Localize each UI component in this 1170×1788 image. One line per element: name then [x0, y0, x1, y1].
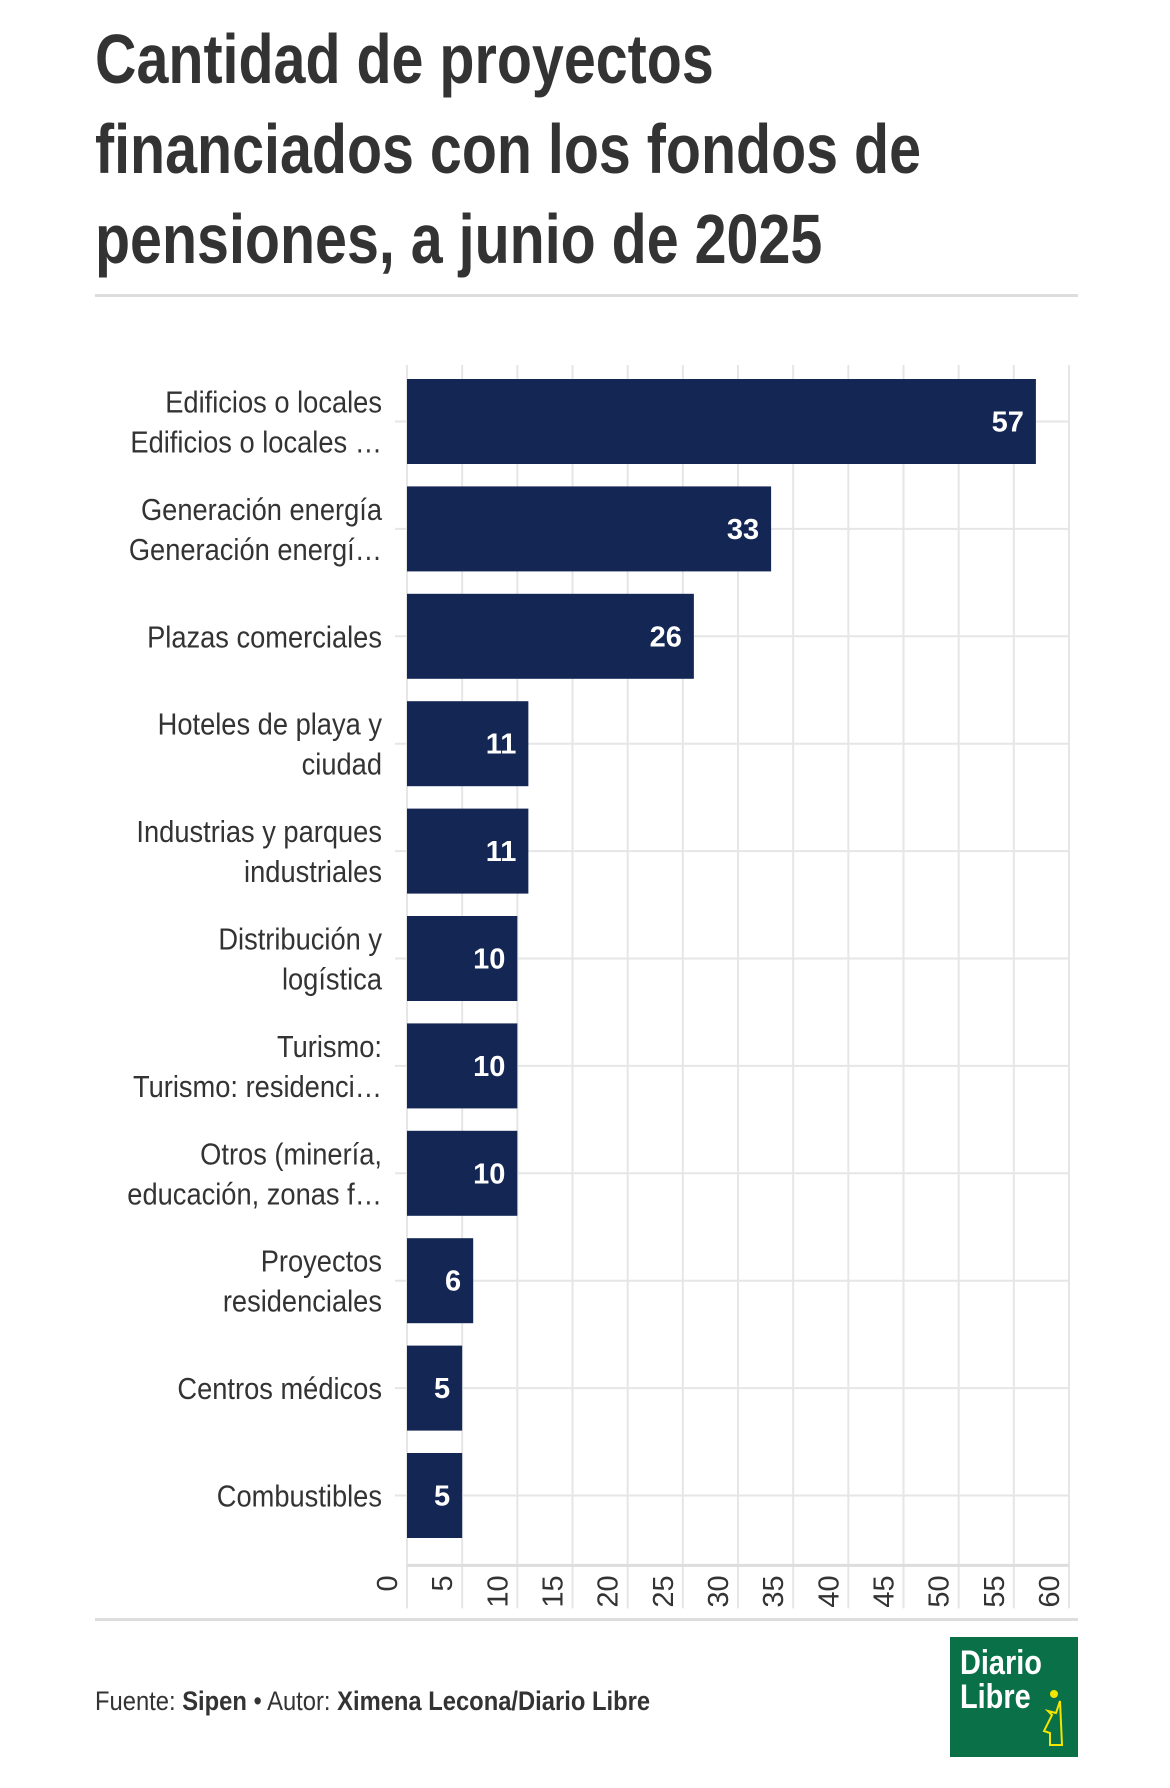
x-tick-label: 25 — [648, 1575, 680, 1607]
x-tick-label: 10 — [482, 1575, 514, 1607]
category-label: Plazas comerciales — [147, 621, 382, 655]
bar-value-label: 10 — [473, 944, 505, 976]
bar-value-label: 10 — [473, 1051, 505, 1083]
x-tick-label: 40 — [813, 1575, 845, 1607]
category-label: Hoteles de playa y — [158, 708, 383, 742]
bar — [407, 486, 772, 572]
x-tick-label: 20 — [593, 1575, 625, 1607]
bar-value-label: 5 — [434, 1481, 450, 1513]
bar-value-label: 11 — [486, 729, 517, 761]
bar — [407, 593, 694, 679]
category-label: Edificios o locales … — [130, 426, 382, 460]
bar-value-label: 5 — [434, 1373, 450, 1405]
footer: Fuente: Sipen • Autor: Ximena Lecona/Dia… — [95, 1686, 650, 1717]
category-label: Distribución y — [218, 923, 382, 957]
category-label: Turismo: residenci… — [133, 1070, 382, 1104]
category-label: industriales — [244, 856, 382, 890]
author: Ximena Lecona/Diario Libre — [337, 1686, 651, 1716]
bar — [407, 1130, 518, 1216]
logo-figure-icon — [1042, 1690, 1064, 1746]
bar-value-label: 33 — [727, 514, 759, 546]
logo-line2: Libre — [960, 1678, 1031, 1716]
source-label: Fuente: — [95, 1686, 176, 1716]
bar — [407, 1453, 463, 1538]
logo-line1: Diario — [960, 1644, 1042, 1682]
chart-title: Cantidad de proyectos financiados con lo… — [95, 20, 921, 278]
category-label: Proyectos — [261, 1245, 382, 1279]
category-label: Combustibles — [217, 1480, 382, 1514]
x-tick-label: 35 — [758, 1575, 790, 1607]
bar — [407, 379, 1036, 464]
x-tick-label: 50 — [924, 1575, 956, 1607]
category-label: Turismo: — [277, 1030, 382, 1064]
bar-value-label: 10 — [473, 1158, 505, 1190]
bar — [407, 1238, 474, 1324]
author-label: Autor: — [267, 1686, 331, 1716]
source: Sipen — [182, 1686, 247, 1716]
category-label: Otros (minería, — [200, 1138, 382, 1172]
separator: • — [253, 1686, 262, 1716]
x-tick-label: 30 — [703, 1575, 735, 1607]
title-divider — [95, 294, 1078, 297]
bar — [407, 916, 518, 1001]
bar — [407, 701, 529, 787]
bar-value-label: 57 — [992, 407, 1024, 439]
category-label: ciudad — [302, 748, 382, 782]
category-label: educación, zonas f… — [127, 1178, 382, 1212]
bar-value-label: 11 — [486, 836, 517, 868]
category-label: residenciales — [223, 1285, 382, 1319]
bar-value-label: 26 — [650, 621, 682, 653]
diario-libre-logo: Diario Libre — [950, 1637, 1078, 1757]
x-tick-label: 45 — [869, 1575, 901, 1607]
bar — [407, 1345, 463, 1431]
bar — [407, 1023, 518, 1109]
category-label: Edificios o locales — [165, 386, 382, 420]
bar-value-label: 6 — [445, 1266, 461, 1298]
x-tick-label: 5 — [427, 1575, 459, 1591]
x-tick-label: 55 — [979, 1575, 1011, 1607]
category-label: logística — [282, 963, 383, 997]
category-label: Industrias y parques — [136, 816, 382, 850]
x-tick-label: 0 — [372, 1575, 404, 1591]
category-label: Centros médicos — [177, 1373, 382, 1407]
footer-divider — [95, 1618, 1078, 1621]
category-label: Generación energí… — [129, 533, 382, 567]
x-tick-label: 15 — [538, 1575, 570, 1607]
category-label: Generación energía — [141, 493, 383, 527]
bar — [407, 808, 529, 894]
x-tick-label: 60 — [1034, 1575, 1066, 1607]
